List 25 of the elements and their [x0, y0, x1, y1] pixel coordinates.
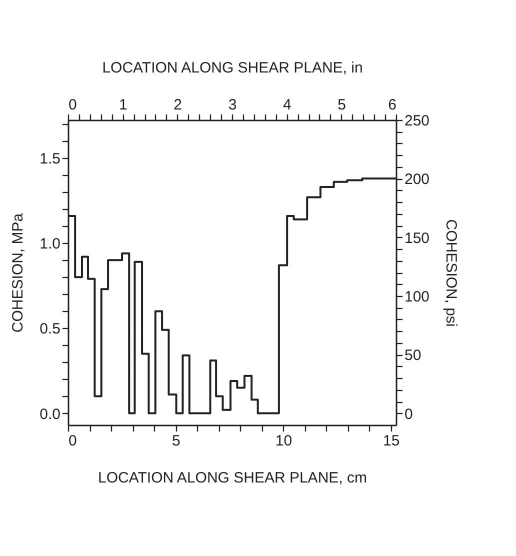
x-tick-label: 0 — [68, 432, 77, 450]
y-tick-label: 0.0 — [40, 406, 60, 423]
x-tick-label: 10 — [275, 432, 292, 450]
y2-tick-label: 200 — [404, 171, 430, 188]
y2-tick-label: 150 — [404, 230, 430, 247]
y2-tick-label: 100 — [404, 288, 430, 306]
y2-tick-label: 250 — [404, 112, 430, 130]
x2-tick-label: 2 — [174, 96, 182, 114]
y2-axis-title: COHESION, psi — [442, 219, 460, 327]
y2-tick-label: 50 — [404, 347, 422, 364]
x2-tick-label: 3 — [228, 96, 237, 114]
y-tick-label: 0.5 — [40, 320, 60, 338]
y-axis-title: COHESION, MPa — [10, 212, 27, 333]
x2-tick-label: 5 — [338, 96, 346, 114]
x2-tick-label: 1 — [118, 96, 128, 114]
x2-tick-label: 4 — [282, 96, 292, 114]
x2-tick-label: 0 — [68, 96, 77, 114]
x-axis-title: LOCATION ALONG SHEAR PLANE, cm — [98, 470, 367, 486]
x-tick-label: 15 — [382, 432, 400, 450]
y2-tick-label: 0 — [404, 406, 413, 423]
y-tick-label: 1.0 — [40, 236, 60, 253]
y-tick-label: 1.5 — [40, 150, 60, 168]
x2-axis-title: LOCATION ALONG SHEAR PLANE, in — [102, 60, 363, 76]
x2-tick-label: 6 — [388, 96, 396, 114]
x-tick-label: 5 — [172, 432, 180, 450]
